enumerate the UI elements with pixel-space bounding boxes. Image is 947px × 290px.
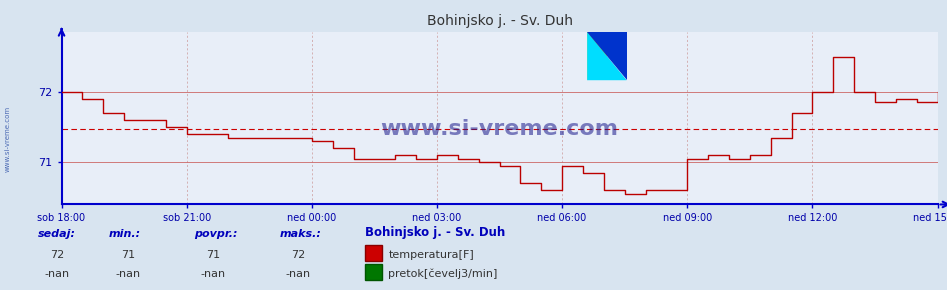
Text: -nan: -nan xyxy=(201,269,225,279)
Text: sedaj:: sedaj: xyxy=(38,229,76,239)
Text: -nan: -nan xyxy=(45,269,69,279)
Text: www.si-vreme.com: www.si-vreme.com xyxy=(5,106,10,172)
Text: min.:: min.: xyxy=(109,229,141,239)
Title: Bohinjsko j. - Sv. Duh: Bohinjsko j. - Sv. Duh xyxy=(426,14,573,28)
Text: www.si-vreme.com: www.si-vreme.com xyxy=(381,119,618,139)
Text: pretok[čevelj3/min]: pretok[čevelj3/min] xyxy=(388,269,497,279)
Text: -nan: -nan xyxy=(116,269,140,279)
Text: -nan: -nan xyxy=(286,269,311,279)
Polygon shape xyxy=(587,32,627,80)
Text: povpr.:: povpr.: xyxy=(194,229,238,239)
Text: Bohinjsko j. - Sv. Duh: Bohinjsko j. - Sv. Duh xyxy=(365,226,505,239)
Polygon shape xyxy=(587,32,627,80)
Polygon shape xyxy=(587,32,627,80)
Text: 71: 71 xyxy=(121,250,134,260)
Text: temperatura[F]: temperatura[F] xyxy=(388,250,474,260)
Text: 72: 72 xyxy=(49,250,64,260)
Text: maks.:: maks.: xyxy=(279,229,321,239)
Text: 71: 71 xyxy=(206,250,220,260)
Text: 72: 72 xyxy=(291,250,306,260)
